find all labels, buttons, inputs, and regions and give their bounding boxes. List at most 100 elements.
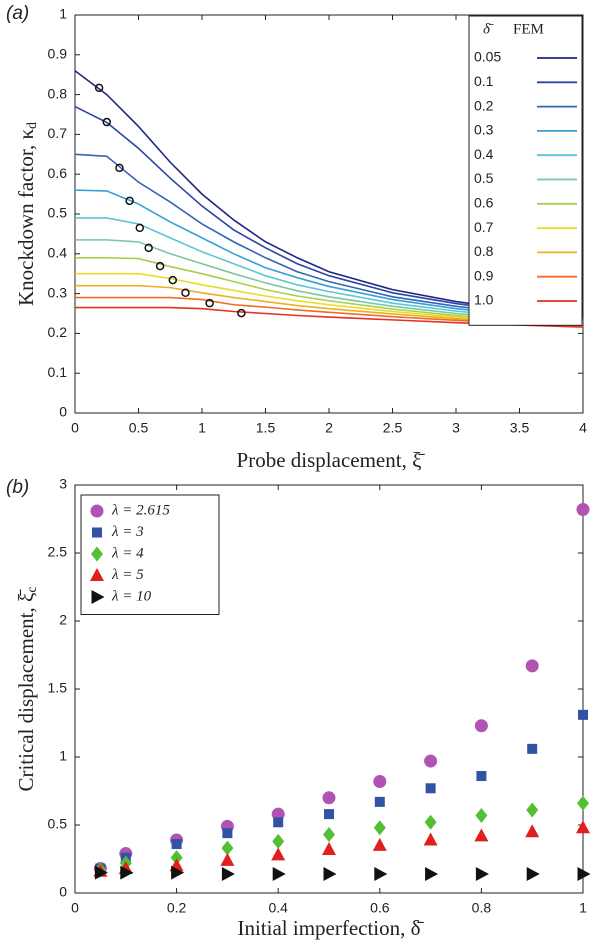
y-tick-label: 2.5 bbox=[48, 544, 68, 560]
point bbox=[577, 866, 590, 881]
y-axis-label-sub: c bbox=[25, 586, 40, 592]
legend-marker bbox=[91, 590, 105, 604]
point bbox=[527, 743, 538, 754]
point bbox=[424, 754, 438, 768]
y-tick-label: 1 bbox=[59, 6, 67, 22]
legend-label: 0.6 bbox=[474, 195, 494, 211]
critical-point bbox=[135, 223, 145, 233]
point bbox=[222, 828, 233, 839]
panel-label: (b) bbox=[6, 477, 29, 498]
critical-point bbox=[155, 261, 165, 271]
point bbox=[423, 832, 438, 846]
legend-marker bbox=[90, 568, 104, 581]
critical-point bbox=[205, 298, 214, 308]
point bbox=[220, 852, 235, 866]
x-tick-label: 1 bbox=[579, 900, 587, 916]
x-tick-label: 0.2 bbox=[167, 900, 187, 916]
critical-point bbox=[144, 243, 153, 253]
legend-label: λ = 5 bbox=[111, 567, 144, 583]
x-tick-label: 3 bbox=[452, 420, 460, 436]
x-tick-label: 0.5 bbox=[129, 420, 149, 436]
point bbox=[324, 809, 334, 820]
x-tick-label: 0.6 bbox=[370, 900, 390, 916]
x-tick-label: 0.8 bbox=[472, 900, 492, 916]
x-axis-label: Probe displacement, ξ̄ bbox=[237, 448, 426, 472]
point bbox=[374, 866, 388, 881]
y-tick-label: 0 bbox=[59, 884, 67, 900]
critical-point bbox=[125, 196, 134, 206]
legend-label: 0.4 bbox=[474, 146, 494, 162]
point bbox=[476, 771, 487, 782]
point bbox=[525, 824, 540, 838]
y-tick-label: 0.8 bbox=[48, 85, 68, 101]
x-tick-label: 2.5 bbox=[383, 420, 403, 436]
curve bbox=[74, 105, 584, 319]
point bbox=[273, 817, 284, 828]
critical-point bbox=[115, 163, 124, 173]
point bbox=[94, 865, 108, 880]
y-tick-label: 1.5 bbox=[48, 680, 68, 696]
x-tick-label: 3.5 bbox=[510, 420, 530, 436]
point bbox=[272, 866, 286, 881]
point bbox=[577, 795, 589, 811]
point bbox=[170, 850, 183, 866]
point bbox=[271, 847, 286, 861]
curve bbox=[75, 306, 584, 328]
point bbox=[475, 807, 488, 823]
critical-point bbox=[237, 308, 246, 318]
y-axis-label-main: Critical displacement, ξ̄ bbox=[14, 589, 38, 792]
legend-label: 0.1 bbox=[474, 73, 494, 89]
critical-point bbox=[181, 288, 190, 298]
critical-point bbox=[168, 275, 178, 285]
legend-label: 1.0 bbox=[474, 292, 494, 308]
y-tick-label: 0.3 bbox=[48, 284, 68, 300]
x-tick-label: 0.4 bbox=[268, 900, 288, 916]
point bbox=[323, 866, 337, 881]
legend-label: 0.7 bbox=[474, 219, 494, 235]
x-tick-label: 0 bbox=[71, 420, 79, 436]
legend-box bbox=[468, 15, 583, 326]
point bbox=[425, 783, 436, 794]
curve bbox=[75, 284, 584, 326]
y-axis-label-sub: d bbox=[25, 122, 40, 129]
y-tick-label: 0.4 bbox=[48, 245, 68, 261]
legend-label: λ = 3 bbox=[111, 524, 144, 540]
x-tick-label: 1 bbox=[198, 420, 206, 436]
y-tick-label: 2 bbox=[59, 612, 67, 628]
x-tick-label: 1.5 bbox=[256, 420, 276, 436]
legend-box bbox=[80, 494, 220, 615]
x-tick-label: 0 bbox=[71, 900, 79, 916]
legend-label: 0.2 bbox=[474, 97, 494, 113]
point bbox=[120, 865, 134, 880]
point bbox=[374, 796, 385, 807]
legend-label: 0.8 bbox=[474, 243, 494, 259]
legend-marker bbox=[92, 527, 102, 538]
point bbox=[526, 866, 540, 881]
point bbox=[424, 814, 437, 830]
critical-point bbox=[94, 83, 104, 93]
y-tick-label: 0.5 bbox=[48, 816, 68, 832]
legend-label: 0.05 bbox=[474, 49, 501, 65]
x-axis-label: Initial imperfection, δ̄ bbox=[237, 916, 424, 940]
y-tick-label: 0.6 bbox=[48, 165, 68, 181]
point bbox=[171, 865, 185, 880]
curve bbox=[74, 189, 584, 322]
y-tick-label: 0.5 bbox=[48, 205, 68, 221]
point bbox=[171, 839, 182, 850]
point bbox=[474, 828, 489, 842]
panel-label: (a) bbox=[6, 3, 29, 24]
legend-label: 0.9 bbox=[474, 267, 494, 283]
point bbox=[322, 791, 336, 805]
point bbox=[525, 659, 539, 673]
point bbox=[272, 833, 285, 849]
point bbox=[323, 827, 335, 843]
curve bbox=[74, 153, 584, 320]
legend-label: 0.3 bbox=[474, 122, 494, 138]
curve bbox=[75, 239, 584, 324]
x-tick-label: 4 bbox=[579, 420, 587, 436]
point bbox=[475, 866, 489, 881]
y-tick-label: 0.2 bbox=[48, 324, 68, 340]
point bbox=[526, 802, 539, 818]
y-axis-label-main: Knockdown factor, κ bbox=[14, 129, 38, 307]
